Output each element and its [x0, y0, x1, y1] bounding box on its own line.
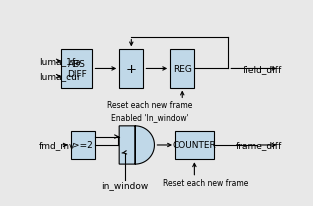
Bar [170, 50, 194, 88]
Text: luma_1fa: luma_1fa [39, 57, 81, 66]
Text: >=2: >=2 [72, 141, 93, 150]
Polygon shape [119, 126, 154, 164]
Text: ABS
DIFF: ABS DIFF [67, 60, 87, 79]
Text: in_window: in_window [101, 180, 148, 189]
Text: +: + [126, 63, 137, 76]
Text: COUNTER: COUNTER [172, 141, 216, 150]
Text: Reset each new frame
Enabled 'In_window': Reset each new frame Enabled 'In_window' [107, 101, 192, 122]
Text: luma_cur: luma_cur [39, 72, 81, 81]
Text: field_diff: field_diff [243, 65, 282, 74]
Bar [71, 131, 95, 160]
Bar [61, 50, 93, 88]
Bar [175, 131, 214, 160]
Bar [119, 50, 143, 88]
Text: fmd_mv: fmd_mv [39, 141, 75, 150]
Text: Reset each new frame: Reset each new frame [162, 178, 248, 187]
Text: frame_diff: frame_diff [235, 141, 282, 150]
Text: REG: REG [173, 65, 192, 74]
